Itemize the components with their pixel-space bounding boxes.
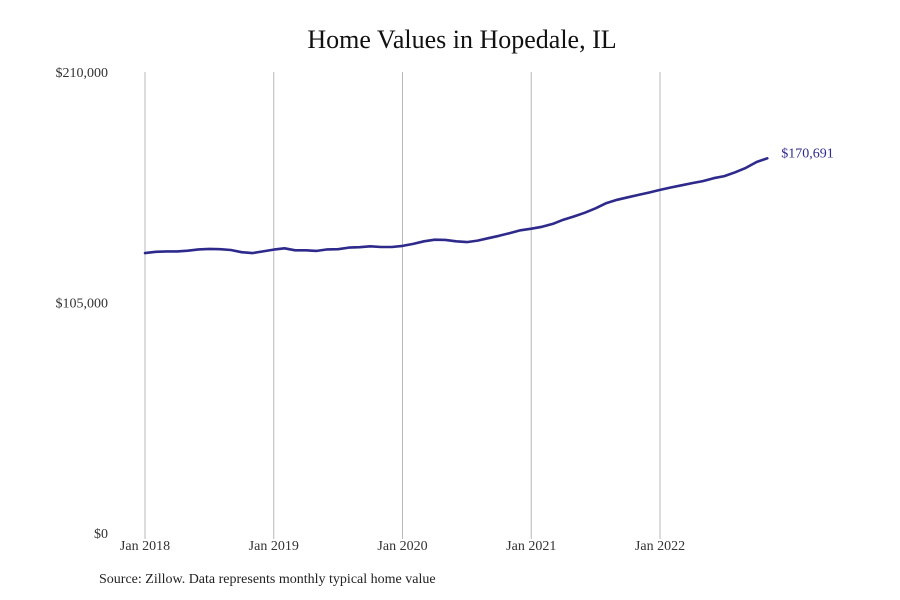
chart-title: Home Values in Hopedale, IL <box>307 25 617 54</box>
x-tick-label: Jan 2021 <box>506 539 556 554</box>
series-end-label: $170,691 <box>781 146 834 161</box>
x-axis-ticks: Jan 2018 Jan 2019 Jan 2020 Jan 2021 Jan 2022 <box>120 539 685 554</box>
y-tick-label: $210,000 <box>56 66 109 81</box>
series-line <box>143 157 769 255</box>
gridlines <box>144 72 661 539</box>
series-layer: $170,691 <box>143 146 834 255</box>
x-tick-label: Jan 2018 <box>120 539 170 554</box>
x-tick-label: Jan 2019 <box>249 539 299 554</box>
x-tick-label: Jan 2020 <box>377 539 427 554</box>
y-axis-ticks: $0 $105,000 $210,000 <box>56 66 109 542</box>
y-tick-label: $0 <box>94 527 108 542</box>
x-tick-label: Jan 2022 <box>635 539 685 554</box>
y-tick-label: $105,000 <box>56 297 109 312</box>
source-note: Source: Zillow. Data represents monthly … <box>99 572 436 587</box>
